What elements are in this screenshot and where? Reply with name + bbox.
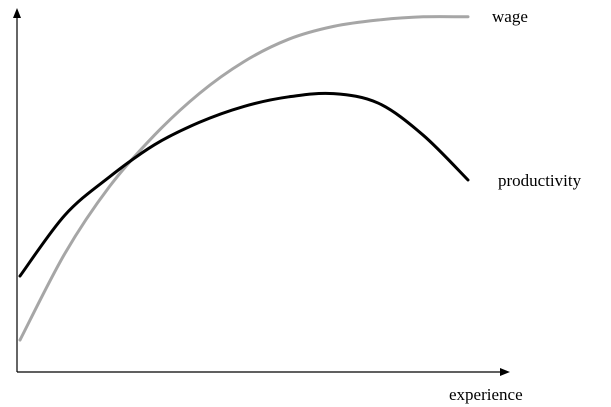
series-line-productivity xyxy=(18,91,470,278)
series-label-wage: wage xyxy=(492,7,528,26)
series-layer xyxy=(18,15,470,342)
y-axis-arrow xyxy=(13,8,21,18)
axes xyxy=(13,8,510,376)
x-axis-label: experience xyxy=(449,385,523,404)
series-line-wage xyxy=(18,15,470,342)
x-axis-arrow xyxy=(500,368,510,376)
series-label-productivity: productivity xyxy=(498,171,582,190)
